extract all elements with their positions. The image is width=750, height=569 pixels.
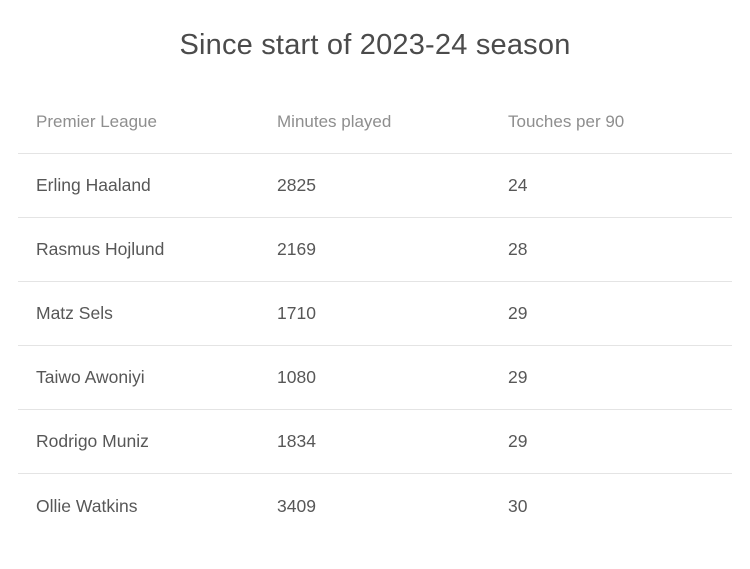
minutes-played-cell: 2169: [277, 239, 316, 259]
touches-per-90-cell: 30: [508, 495, 528, 516]
table-row: Ollie Watkins 3409 30: [18, 474, 732, 538]
touches-per-90-cell: 24: [508, 175, 528, 195]
minutes-played-cell: 2825: [277, 175, 316, 195]
table-row: Taiwo Awoniyi 1080 29: [18, 346, 732, 410]
player-name-cell: Ollie Watkins: [36, 495, 138, 516]
player-name-cell: Rasmus Hojlund: [36, 239, 165, 259]
table-row: Rasmus Hojlund 2169 28: [18, 218, 732, 282]
column-header-premier-league: Premier League: [36, 111, 157, 131]
touches-per-90-cell: 29: [508, 431, 528, 451]
player-name-cell: Rodrigo Muniz: [36, 431, 149, 451]
column-header-touches-per-90: Touches per 90: [508, 111, 625, 131]
touches-per-90-cell: 28: [508, 239, 528, 259]
stats-table: Premier League Minutes played Touches pe…: [18, 90, 732, 538]
title-bar: Since start of 2023-24 season: [0, 0, 750, 90]
minutes-played-cell: 3409: [277, 495, 316, 516]
table-body: Erling Haaland 2825 24 Rasmus Hojlund 21…: [18, 154, 732, 538]
table-row: Erling Haaland 2825 24: [18, 154, 732, 218]
minutes-played-cell: 1834: [277, 431, 316, 451]
player-name-cell: Erling Haaland: [36, 175, 151, 195]
table-row: Rodrigo Muniz 1834 29: [18, 410, 732, 474]
touches-per-90-cell: 29: [508, 367, 528, 387]
minutes-played-cell: 1080: [277, 367, 316, 387]
player-name-cell: Matz Sels: [36, 303, 113, 323]
minutes-played-cell: 1710: [277, 303, 316, 323]
column-header-minutes-played: Minutes played: [277, 111, 392, 131]
page-title: Since start of 2023-24 season: [179, 28, 571, 61]
touches-per-90-cell: 29: [508, 303, 528, 323]
table-row: Matz Sels 1710 29: [18, 282, 732, 346]
player-name-cell: Taiwo Awoniyi: [36, 367, 145, 387]
table-header-row: Premier League Minutes played Touches pe…: [18, 90, 732, 154]
